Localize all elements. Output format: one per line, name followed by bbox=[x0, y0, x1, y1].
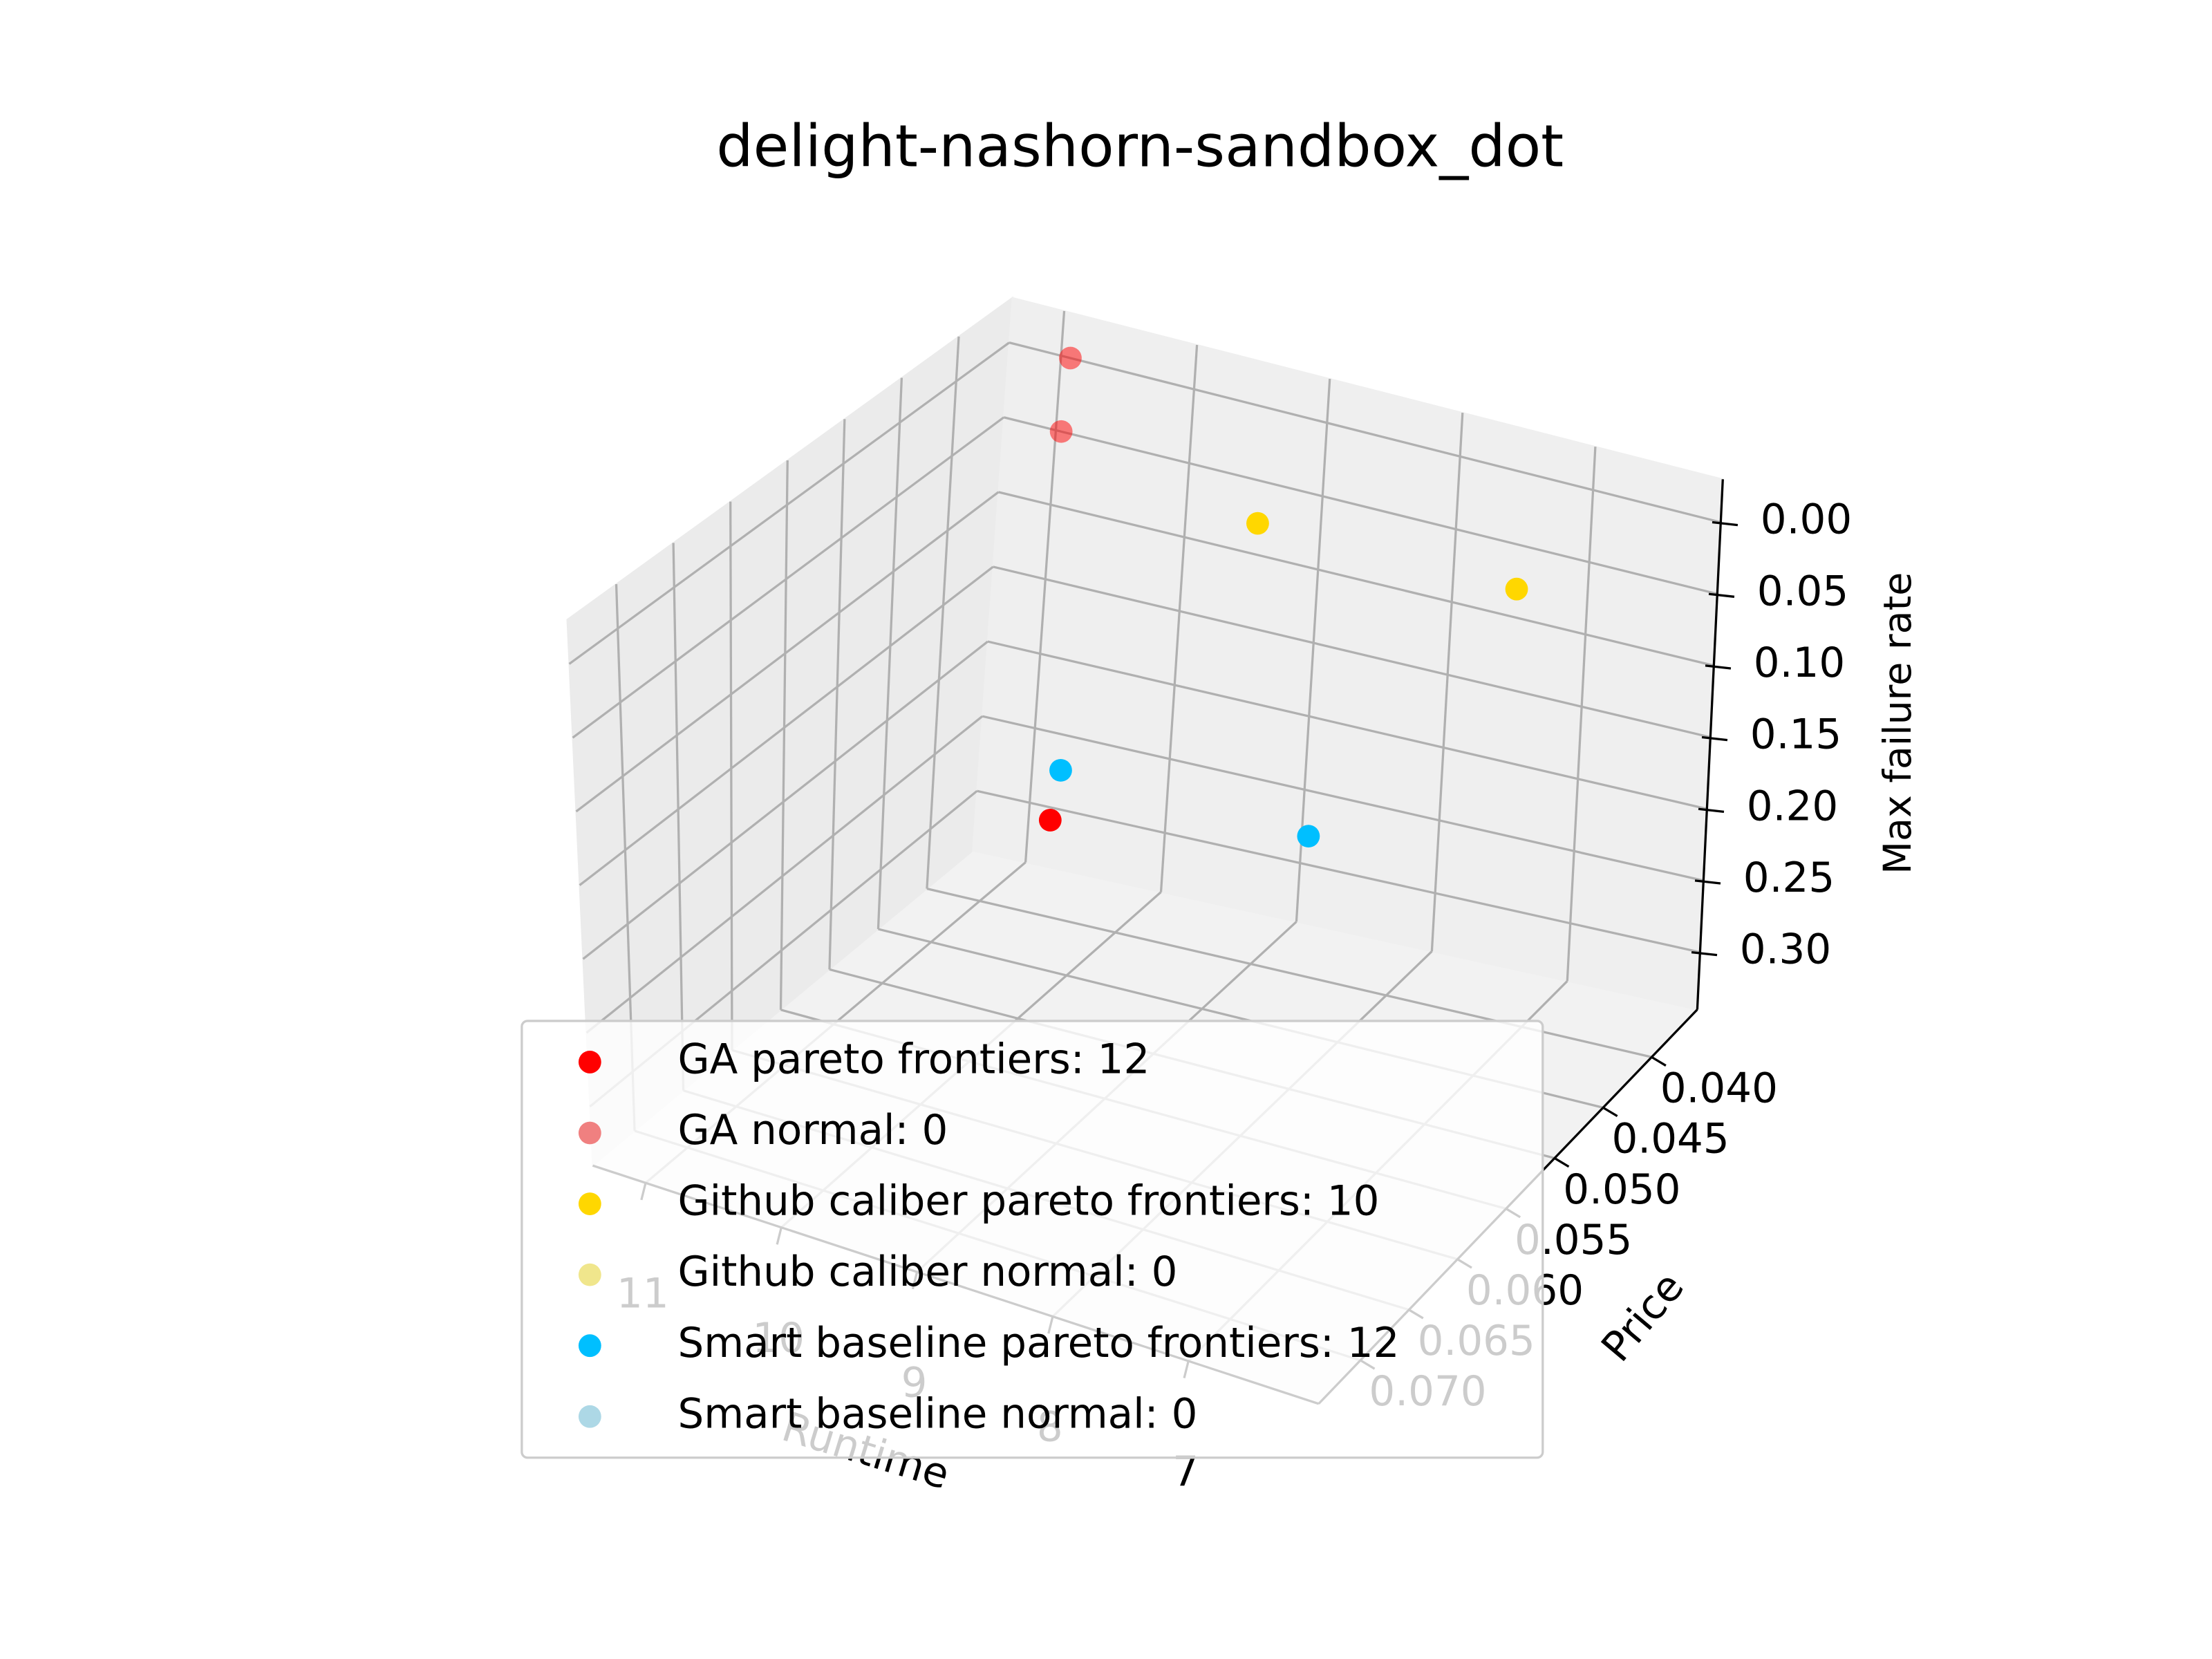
legend: GA pareto frontiers: 12 GA normal: 0 Githu… bbox=[521, 1020, 1544, 1459]
y-tick-label: 0.050 bbox=[1563, 1166, 1680, 1214]
grid-line bbox=[828, 419, 846, 970]
z-tick-label: 0.15 bbox=[1750, 711, 1841, 759]
grid-line bbox=[1003, 416, 1718, 595]
z-axis-label: Max failure rate bbox=[1876, 572, 1920, 874]
grid-line bbox=[779, 460, 789, 1010]
data-point bbox=[1059, 346, 1082, 370]
z-tick-label: 0.20 bbox=[1747, 782, 1838, 830]
grid-line bbox=[1566, 447, 1597, 982]
legend-marker bbox=[578, 1192, 601, 1215]
y-tick bbox=[1651, 1056, 1667, 1067]
legend-label: Github caliber pareto frontiers: 10 bbox=[678, 1178, 1380, 1226]
grid-line bbox=[575, 491, 1000, 813]
y-tick-label: 0.045 bbox=[1611, 1116, 1729, 1163]
z-tick bbox=[1694, 879, 1721, 885]
legend-box bbox=[521, 1020, 1544, 1459]
data-point bbox=[1038, 809, 1062, 832]
legend-marker bbox=[578, 1405, 601, 1428]
grid-line bbox=[1024, 310, 1066, 863]
grid-line bbox=[998, 491, 1714, 667]
z-tick bbox=[1701, 735, 1728, 742]
data-point bbox=[1049, 758, 1072, 782]
z-tick bbox=[1708, 592, 1735, 598]
legend-marker bbox=[578, 1263, 601, 1286]
z-axis-line bbox=[1696, 479, 1724, 1010]
grid-line bbox=[1159, 344, 1199, 892]
legend-label: GA normal: 0 bbox=[678, 1107, 948, 1154]
grid-line bbox=[977, 789, 1700, 954]
grid-line bbox=[579, 565, 994, 886]
grid-line bbox=[1009, 341, 1721, 524]
grid-line bbox=[926, 336, 960, 889]
grid-line bbox=[585, 715, 984, 1034]
y-tick-label: 0.040 bbox=[1660, 1065, 1778, 1113]
legend-marker bbox=[578, 1121, 601, 1145]
y-tick bbox=[1602, 1106, 1618, 1118]
z-tick-label: 0.30 bbox=[1740, 926, 1831, 974]
grid-line bbox=[572, 416, 1005, 739]
legend-marker bbox=[578, 1051, 601, 1074]
legend-label: Github caliber normal: 0 bbox=[678, 1248, 1178, 1296]
grid-line bbox=[1430, 413, 1464, 952]
grid-line bbox=[993, 565, 1711, 739]
legend-label: Smart baseline normal: 0 bbox=[678, 1390, 1198, 1438]
z-tick-label: 0.10 bbox=[1754, 639, 1845, 687]
z-tick bbox=[1691, 950, 1718, 957]
chart-title: delight-nashorn-sandbox_dot bbox=[716, 112, 1564, 180]
grid-line bbox=[729, 501, 733, 1051]
z-tick bbox=[1698, 807, 1725, 813]
data-point bbox=[1505, 577, 1528, 601]
data-point bbox=[1297, 825, 1320, 848]
grid-line bbox=[987, 640, 1707, 810]
legend-label: Smart baseline pareto frontiers: 12 bbox=[678, 1320, 1400, 1367]
legend-label: GA pareto frontiers: 12 bbox=[678, 1036, 1150, 1084]
grid-line bbox=[582, 640, 988, 960]
z-tick bbox=[1705, 664, 1732, 670]
z-tick bbox=[1712, 521, 1738, 527]
data-point bbox=[1049, 420, 1073, 443]
z-tick-label: 0.25 bbox=[1743, 854, 1835, 902]
grid-line bbox=[877, 377, 903, 930]
grid-line bbox=[982, 715, 1704, 882]
z-tick-label: 0.05 bbox=[1757, 568, 1848, 615]
data-point bbox=[1246, 512, 1269, 535]
z-tick-label: 0.00 bbox=[1761, 496, 1852, 544]
grid-line bbox=[672, 543, 685, 1091]
legend-marker bbox=[578, 1334, 601, 1358]
grid-line bbox=[568, 341, 1010, 665]
y-tick bbox=[1554, 1157, 1570, 1168]
